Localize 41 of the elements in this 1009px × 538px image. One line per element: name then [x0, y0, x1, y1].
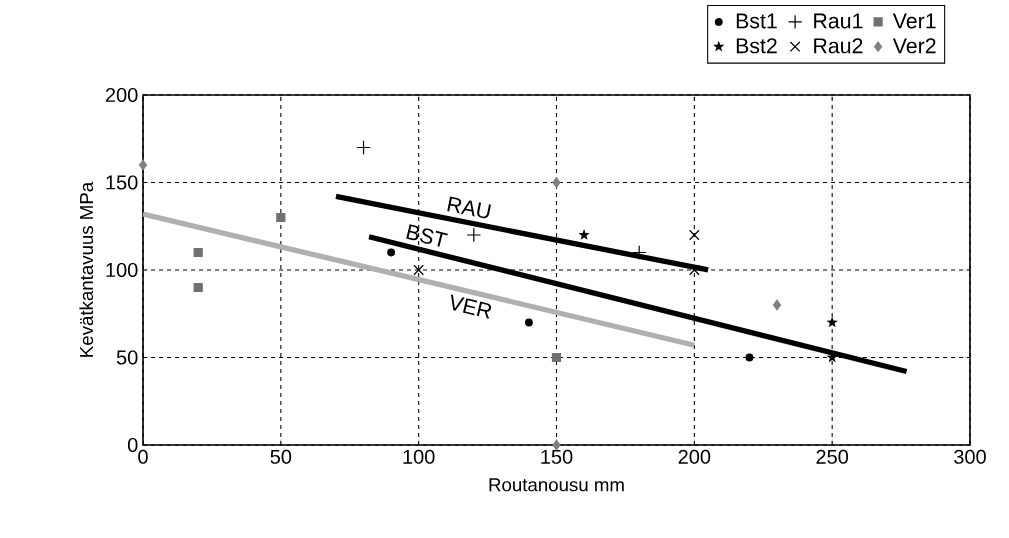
y-tick-label: 100 — [106, 262, 138, 278]
x-tick-label: 250 — [816, 449, 849, 464]
point — [552, 177, 561, 188]
point — [631, 245, 647, 260]
y-tick-label: 150 — [106, 175, 138, 190]
x-tick-label: 300 — [954, 449, 986, 464]
point — [138, 159, 148, 171]
legend-label: Bst2 — [736, 38, 777, 54]
y-tick-label: 200 — [105, 87, 138, 103]
point — [413, 264, 424, 276]
point — [826, 316, 838, 328]
y-tick-label: 0 — [127, 437, 138, 453]
x-tick-label: 0 — [138, 449, 148, 464]
point — [551, 352, 562, 363]
point — [525, 318, 533, 327]
legend-label: Ver1 — [892, 13, 936, 29]
x-axis-title: Routanousu mm — [489, 478, 624, 492]
legend-label: Ver2 — [892, 38, 936, 54]
point — [466, 227, 482, 243]
x-tick-label: 200 — [678, 449, 711, 464]
text: BST — [406, 224, 448, 247]
point — [387, 248, 396, 257]
point — [578, 228, 590, 240]
point — [689, 229, 700, 241]
point — [689, 264, 700, 276]
point — [356, 140, 371, 155]
legend-label: Rau1 — [814, 13, 863, 29]
point — [276, 212, 286, 223]
y-axis-title: Kevätkantavuus MPa — [79, 181, 94, 357]
x-tick-label: 100 — [403, 449, 435, 464]
y-tick-label: 50 — [116, 350, 138, 365]
legend-label: Rau2 — [814, 38, 863, 54]
point — [772, 299, 782, 311]
point — [745, 353, 754, 362]
text: RAU — [447, 196, 491, 219]
x-tick-label: 150 — [541, 449, 573, 464]
point — [193, 282, 203, 293]
x-tick-label: 50 — [270, 449, 292, 464]
legend-label: Bst1 — [736, 13, 777, 29]
text: VER — [450, 294, 492, 319]
point — [193, 247, 203, 258]
